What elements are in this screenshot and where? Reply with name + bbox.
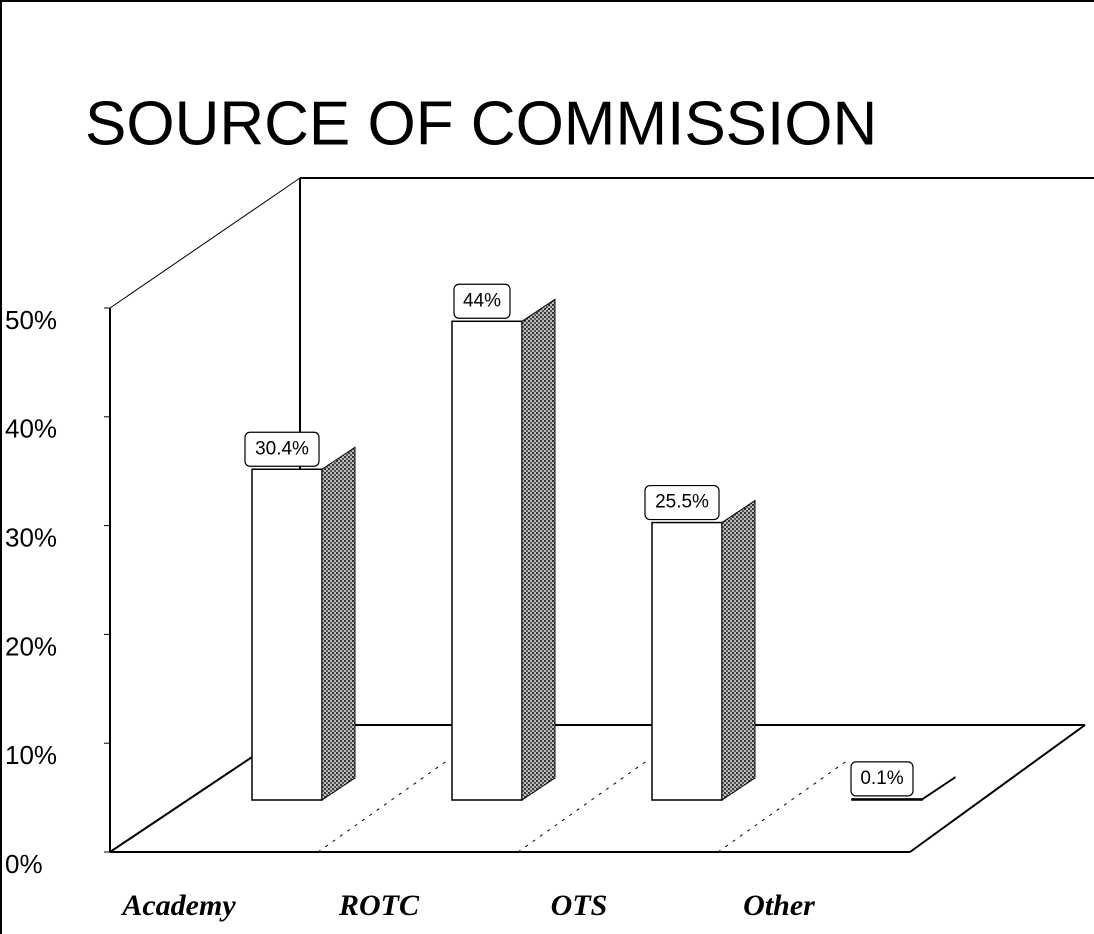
bar xyxy=(651,521,723,801)
x-tick-label: Other xyxy=(743,889,815,922)
y-tick-label: 30% xyxy=(5,522,57,552)
value-label-box xyxy=(850,761,914,797)
bar-side xyxy=(921,775,956,801)
y-tick-label: 40% xyxy=(5,414,57,444)
value-label: 44% xyxy=(463,290,501,311)
value-label-box xyxy=(244,431,320,467)
chart-title: SOURCE OF COMMISSION xyxy=(85,89,877,158)
bar xyxy=(851,798,923,801)
bar-side xyxy=(721,499,756,801)
value-label: 0.1% xyxy=(860,768,903,789)
bar xyxy=(251,468,323,801)
y-tick-label: 10% xyxy=(5,740,57,770)
x-tick-label: ROTC xyxy=(338,889,420,922)
value-label-box xyxy=(644,484,720,521)
bar-side xyxy=(321,446,356,801)
value-label: 30.4% xyxy=(255,438,309,459)
x-tick-label: OTS xyxy=(551,889,608,922)
x-tick-label: Academy xyxy=(120,889,236,922)
value-label-box xyxy=(453,283,511,319)
y-tick-label: 0% xyxy=(5,849,43,879)
value-label: 25.5% xyxy=(655,492,709,513)
bar-side xyxy=(521,298,556,801)
y-tick-label: 20% xyxy=(5,631,57,661)
floor-dividers xyxy=(317,759,849,853)
y-tick-label: 50% xyxy=(5,305,57,335)
bar xyxy=(451,320,523,801)
